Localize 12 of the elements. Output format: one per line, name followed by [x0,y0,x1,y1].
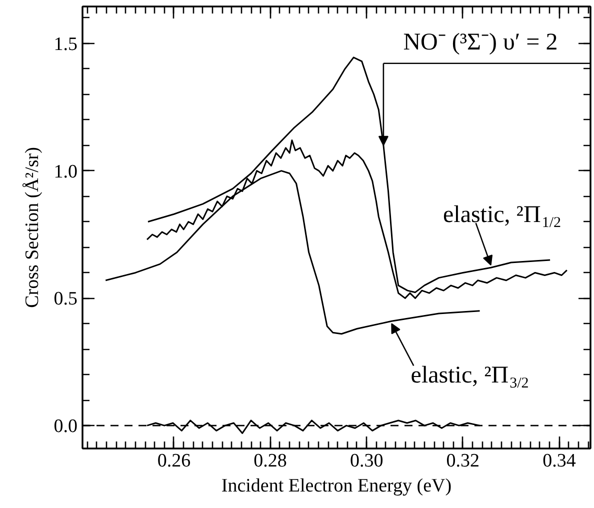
x-tick-label: 0.30 [350,450,384,472]
x-tick-label: 0.28 [254,450,287,472]
y-tick-label: 0.0 [54,416,78,438]
y-axis-title: Cross Section (Å²/sr) [22,147,43,308]
y-tick-label: 0.5 [54,288,78,310]
x-tick-label: 0.32 [446,450,480,472]
y-tick-label: 1.5 [54,34,78,55]
x-tick-label: 0.26 [157,450,191,472]
x-axis-title: Incident Electron Energy (eV) [221,476,452,496]
x-tick-label: 0.34 [542,450,576,472]
annotation: NO⁻ (³Σ⁻) υ′ = 2 [403,29,558,56]
y-tick-label: 1.0 [54,161,78,182]
